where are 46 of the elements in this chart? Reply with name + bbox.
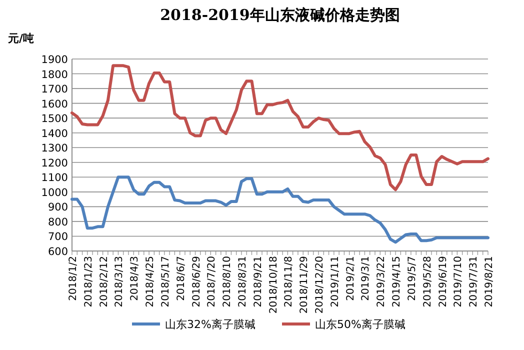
x-tick-label: 2018/7/20 bbox=[206, 256, 218, 308]
x-tick-label: 2018/5/17 bbox=[160, 256, 172, 308]
x-tick-label: 2018/10/18 bbox=[268, 256, 280, 314]
x-tick-label: 2019/7/31 bbox=[468, 256, 480, 308]
x-tick-label: 2018/1/23 bbox=[83, 256, 94, 308]
y-tick-label: 700 bbox=[48, 231, 68, 244]
y-tick-label: 1000 bbox=[41, 186, 68, 199]
y-tick-label: 1600 bbox=[41, 98, 68, 110]
y-tick-label: 1900 bbox=[41, 54, 68, 66]
x-tick-label: 2018/8/31 bbox=[237, 256, 248, 308]
x-tick-label: 2018/6/7 bbox=[176, 256, 187, 301]
y-tick-label: 1300 bbox=[41, 142, 68, 155]
chart-title: 2018-2019年山东液碱价格走势图 bbox=[160, 6, 400, 24]
x-tick-label: 2019/4/15 bbox=[392, 256, 403, 308]
y-tick-label: 1800 bbox=[41, 68, 68, 81]
y-tick-label: 1500 bbox=[41, 113, 68, 126]
x-tick-label: 2019/8/21 bbox=[484, 256, 495, 308]
x-tick-label: 2018/11/29 bbox=[299, 256, 310, 314]
y-tick-label: 800 bbox=[48, 216, 68, 228]
x-tick-label: 2018/2/12 bbox=[98, 256, 110, 308]
x-tick-label: 2018/8/10 bbox=[222, 256, 234, 308]
x-tick-label: 2018/9/21 bbox=[252, 256, 264, 308]
y-tick-label: 600 bbox=[48, 246, 68, 258]
y-tick-label: 900 bbox=[48, 202, 68, 214]
x-tick-label: 2018/1/2 bbox=[68, 256, 79, 301]
x-tick-label: 2018/4/3 bbox=[130, 256, 141, 301]
legend-label: 山东32%离子膜碱 bbox=[165, 318, 256, 331]
y-tick-label: 1200 bbox=[41, 157, 68, 170]
x-tick-label: 2019/5/7 bbox=[406, 256, 418, 301]
x-tick-label: 2019/6/19 bbox=[438, 256, 449, 308]
x-tick-label: 2018/11/8 bbox=[284, 256, 295, 308]
x-tick-label: 2019/3/22 bbox=[376, 256, 388, 308]
y-tick-label: 1700 bbox=[41, 84, 68, 96]
y-axis-title: 元/吨 bbox=[7, 32, 34, 45]
y-tick-label: 1100 bbox=[41, 172, 68, 184]
y-tick-label: 1400 bbox=[41, 128, 68, 140]
x-tick-label: 2018/3/13 bbox=[114, 256, 126, 308]
x-tick-label: 2019/5/28 bbox=[422, 256, 434, 308]
x-tick-label: 2018/12/20 bbox=[314, 256, 326, 314]
x-tick-label: 2019/3/1 bbox=[360, 256, 372, 301]
x-tick-label: 2018/4/25 bbox=[145, 256, 156, 308]
x-tick-label: 2019/1/11 bbox=[330, 256, 341, 308]
legend-label: 山东50%离子膜碱 bbox=[315, 318, 406, 331]
x-tick-label: 2019/2/1 bbox=[345, 256, 356, 301]
x-tick-label: 2019/7/10 bbox=[453, 256, 464, 308]
x-tick-label: 2018/6/29 bbox=[191, 256, 202, 308]
